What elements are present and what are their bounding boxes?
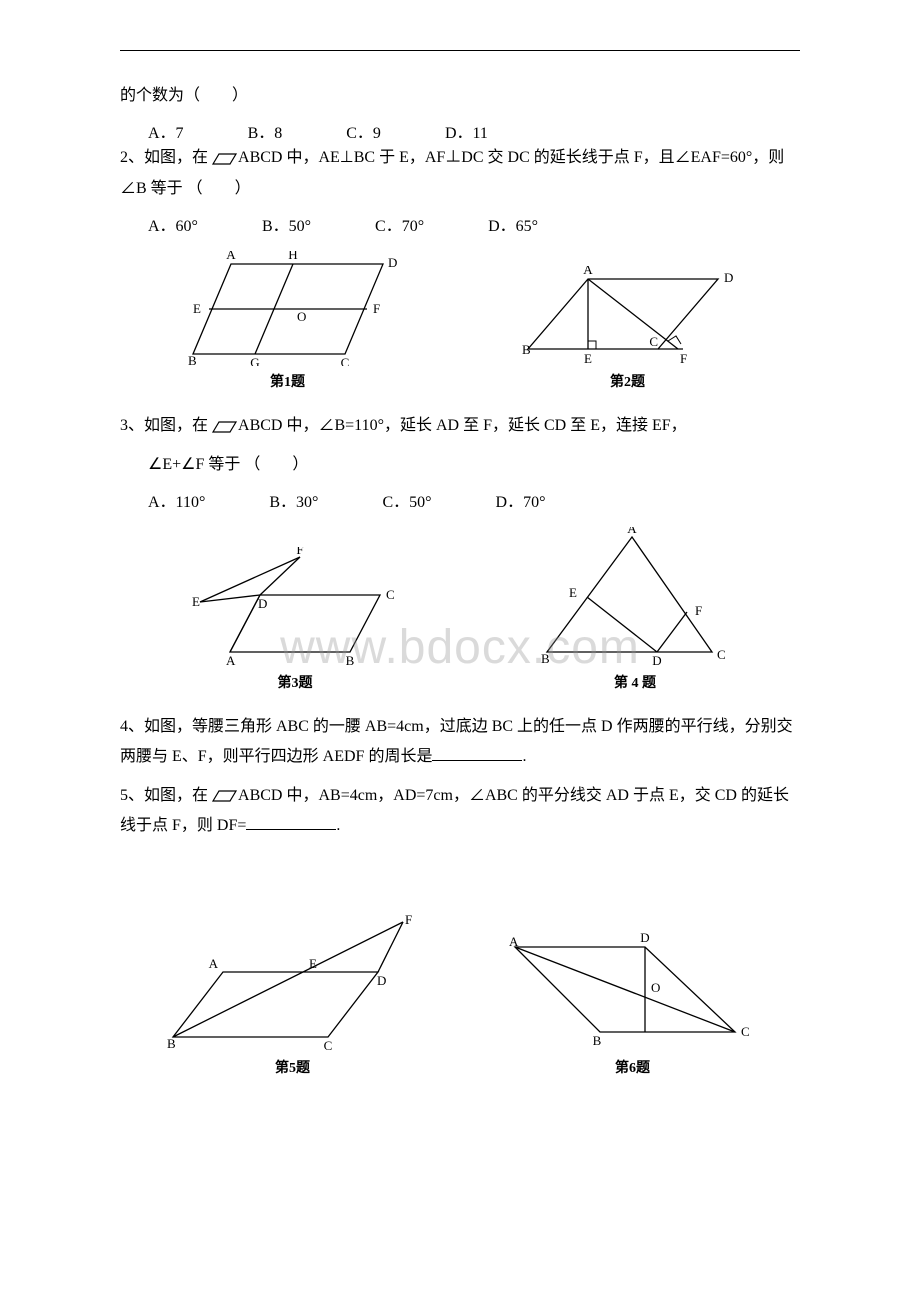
fig3-svg: F E D C A B — [185, 547, 405, 667]
q2-opt-b: B．50° — [262, 212, 311, 236]
svg-text:F: F — [680, 351, 687, 366]
fig4-caption: 第 4 题 — [535, 672, 735, 692]
svg-text:B: B — [592, 1033, 601, 1048]
fig4-svg: A E F B D C — [535, 527, 735, 667]
q4-text: 4、如图，等腰三角形 ABC 的一腰 AB=4cm，过底边 BC 上的任一点 D… — [120, 712, 800, 773]
q5-blank — [246, 812, 336, 830]
q3-opt-c: C．50° — [382, 488, 431, 512]
svg-text:C: C — [386, 587, 395, 602]
svg-text:A: A — [226, 251, 236, 262]
q1-opt-b: B．8 — [248, 119, 283, 143]
q3-text: 3、如图，在 ABCD 中，∠B=110°，延长 AD 至 F，延长 CD 至 E… — [120, 411, 800, 441]
svg-text:D: D — [377, 973, 386, 988]
svg-text:A: A — [208, 956, 218, 971]
figures-row-3: F A E D B C 第5题 A D O B C 第6题 — [120, 912, 800, 1077]
svg-text:A: A — [627, 527, 637, 536]
svg-text:F: F — [695, 603, 702, 618]
svg-text:H: H — [288, 251, 297, 262]
figure-3: F E D C A B 第3题 — [185, 547, 405, 692]
figures-row-1: A H D E O F B G C 第1题 A D — [120, 251, 800, 391]
svg-text:A: A — [583, 266, 593, 277]
svg-text:E: E — [193, 301, 201, 316]
q3-text3: ∠E+∠F 等于 （ ） — [120, 450, 800, 480]
q3-opt-b: B．30° — [269, 488, 318, 512]
fig1-caption: 第1题 — [178, 371, 398, 391]
fig6-caption: 第6题 — [503, 1057, 763, 1077]
q4-blank — [432, 743, 522, 761]
svg-text:D: D — [724, 270, 733, 285]
fig5-caption: 第5题 — [158, 1057, 428, 1077]
svg-text:C: C — [741, 1024, 750, 1039]
fig2-svg: A D B E C F — [513, 266, 743, 366]
svg-text:C: C — [717, 647, 726, 662]
svg-text:D: D — [388, 255, 397, 270]
fig5-svg: F A E D B C — [158, 912, 428, 1052]
q3-opt-d: D．70° — [496, 488, 546, 512]
svg-text:C: C — [323, 1038, 332, 1052]
svg-text:F: F — [373, 301, 380, 316]
svg-text:D: D — [640, 932, 649, 945]
q2-text: 2、如图，在ABCD 中，AE⊥BC 于 E，AF⊥DC 交 DC 的延长线于点… — [120, 143, 800, 204]
figures-row-2: F E D C A B 第3题 A E F B D C 第 4 题 — [120, 527, 800, 692]
svg-text:B: B — [346, 653, 355, 667]
q1-opt-a: A．7 — [148, 119, 184, 143]
q3-part2: ABCD 中，∠B=110°，延长 AD 至 F，延长 CD 至 E，连接 EF… — [238, 417, 687, 434]
svg-text:E: E — [192, 594, 200, 609]
svg-text:B: B — [188, 353, 197, 366]
figure-1: A H D E O F B G C 第1题 — [178, 251, 398, 391]
q1-opt-d: D．11 — [445, 119, 488, 143]
svg-text:G: G — [250, 355, 259, 366]
svg-text:E: E — [309, 956, 317, 971]
fig6-svg: A D O B C — [503, 932, 763, 1052]
fig3-caption: 第3题 — [185, 672, 405, 692]
svg-text:E: E — [584, 351, 592, 366]
q2-opt-a: A．60° — [148, 212, 198, 236]
q5-period: . — [336, 817, 340, 834]
q2-part1: 2、如图，在 — [120, 149, 208, 166]
figure-5: F A E D B C 第5题 — [158, 912, 428, 1077]
svg-text:O: O — [297, 309, 306, 324]
svg-text:D: D — [258, 596, 267, 611]
svg-text:O: O — [651, 980, 660, 995]
svg-text:B: B — [167, 1036, 176, 1051]
svg-text:A: A — [509, 934, 519, 949]
q4-period: . — [522, 748, 526, 765]
svg-text:A: A — [226, 653, 236, 667]
q3-opt-a: A．110° — [148, 488, 205, 512]
svg-text:C: C — [649, 334, 658, 349]
q1-tail: 的个数为（ ） — [120, 81, 800, 111]
header-rule — [120, 50, 800, 51]
svg-text:F: F — [296, 547, 303, 557]
fig2-caption: 第2题 — [513, 371, 743, 391]
q2-opt-d: D．65° — [488, 212, 538, 236]
figure-4: A E F B D C 第 4 题 — [535, 527, 735, 692]
svg-text:B: B — [522, 342, 531, 357]
fig1-svg: A H D E O F B G C — [178, 251, 398, 366]
q2-opt-c: C．70° — [375, 212, 424, 236]
svg-text:C: C — [340, 355, 349, 366]
svg-text:F: F — [405, 912, 412, 927]
parallelogram-icon — [208, 152, 238, 166]
svg-text:E: E — [569, 585, 577, 600]
svg-text:B: B — [541, 651, 550, 666]
parallelogram-icon — [208, 789, 238, 803]
q5-text: 5、如图，在ABCD 中，AB=4cm，AD=7cm，∠ABC 的平分线交 AD… — [120, 781, 800, 842]
svg-text:D: D — [652, 653, 661, 667]
figure-2: A D B E C F 第2题 — [513, 266, 743, 391]
q3-part1: 3、如图，在 — [120, 417, 208, 434]
parallelogram-icon — [208, 420, 238, 434]
q5-part1: 5、如图，在 — [120, 787, 208, 804]
q3-options: A．110° B．30° C．50° D．70° — [120, 488, 800, 512]
q2-options: A．60° B．50° C．70° D．65° — [120, 212, 800, 236]
q1-opt-c: C．9 — [346, 119, 381, 143]
figure-6: A D O B C 第6题 — [503, 932, 763, 1077]
q1-options: A．7 B．8 C．9 D．11 — [120, 119, 800, 143]
